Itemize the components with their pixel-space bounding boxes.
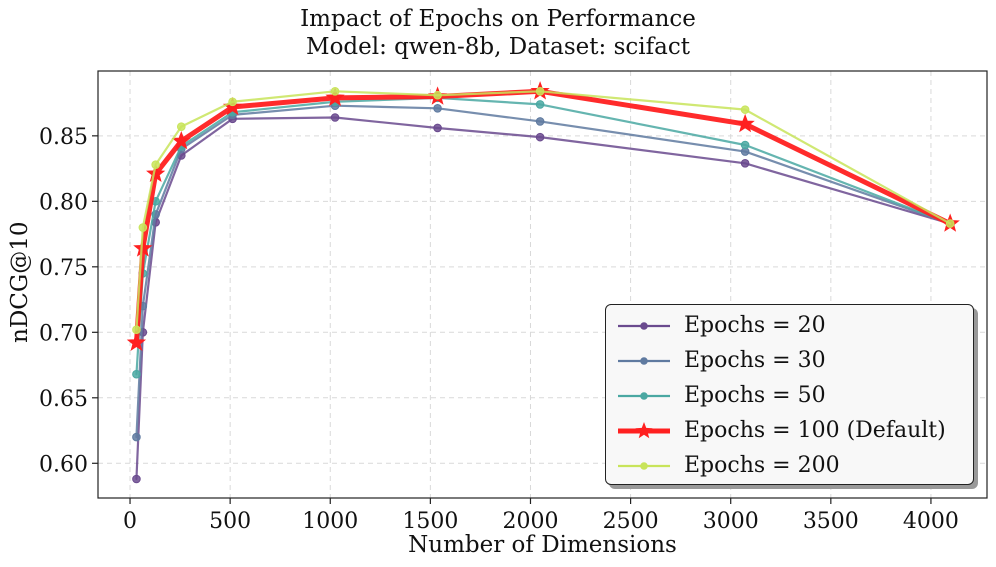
x-tick-label: 2000 [502,509,558,534]
legend-swatch [618,422,670,439]
legend-item: Epochs = 100 (Default) [606,416,973,446]
data-point [146,163,166,183]
y-tick-label: 0.70 [39,321,88,346]
chart-subtitle: Model: qwen-8b, Dataset: scifact [306,34,690,60]
data-point [740,140,750,150]
data-point [325,87,345,107]
data-point [132,432,141,442]
data-point [433,90,442,100]
legend-label: Epochs = 50 [684,383,826,408]
data-point [535,132,545,142]
legend-marker [635,422,653,439]
y-tick-label: 0.85 [39,125,88,150]
series-line [135,104,952,439]
y-tick-label: 0.60 [39,452,88,477]
legend-label: Epochs = 30 [684,348,826,373]
series-line [135,90,952,331]
legend-swatch [618,462,670,470]
series-line [135,96,952,376]
data-point [138,223,148,232]
legend-swatch [618,357,670,365]
legend-label: Epochs = 100 (Default) [684,418,946,443]
data-point [228,97,237,107]
legend-label: Epochs = 200 [684,453,840,478]
data-point [132,474,141,484]
y-tick-label: 0.75 [39,256,88,281]
legend-item: Epochs = 30 [606,346,973,376]
data-point [945,219,955,228]
x-tick-label: 500 [209,509,251,534]
x-tick-label: 3500 [803,509,859,534]
chart-title: Impact of Epochs on Performance [300,6,696,32]
series-5 [132,87,955,334]
data-point [433,123,442,133]
axes-layer [97,70,988,499]
y-axis-label: nDCG@10 [7,221,33,344]
x-tick-label: 2500 [603,509,659,534]
legend-label: Epochs = 20 [684,313,826,338]
data-point [433,104,442,113]
data-point [330,87,340,96]
x-tick-label: 1500 [402,509,458,534]
data-point [330,113,340,122]
data-point [132,369,141,379]
x-tick-label: 0 [123,509,137,534]
legend-marker [640,392,648,400]
data-point [133,238,153,257]
data-point [176,122,186,131]
y-tick-label: 0.65 [39,387,88,412]
data-point [535,87,545,96]
legend-item: Epochs = 200 [606,451,973,481]
data-point [735,113,755,133]
x-axis-label: Number of Dimensions [408,532,677,558]
series-line [135,116,952,481]
data-point [126,332,147,351]
plot-frame [97,70,988,499]
legend-item: Epochs = 50 [606,381,973,411]
x-tick-label: 1000 [302,509,358,534]
series-line [133,88,953,346]
legend-swatch [618,322,670,330]
data-point [132,325,141,334]
legend: Epochs = 20 Epochs = 30 Epochs = 50 Epochs … [605,304,974,485]
y-tick-label: 0.80 [39,190,88,215]
data-point [151,160,160,169]
data-point [535,100,545,109]
legend-item: Epochs = 20 [606,311,973,341]
legend-marker [640,357,648,365]
legend-swatch [618,392,670,400]
legend-marker [640,322,648,330]
series-layer [126,81,960,484]
x-tick-label: 3000 [703,509,759,534]
data-point [740,105,750,114]
tick-layer: 0 500 1000 1500 2000 2500 3000 3500 4000 0.60 0.65… [39,125,959,534]
legend-marker [640,462,648,470]
data-point [740,159,750,168]
data-point [535,117,545,126]
x-tick-label: 4000 [903,509,959,534]
